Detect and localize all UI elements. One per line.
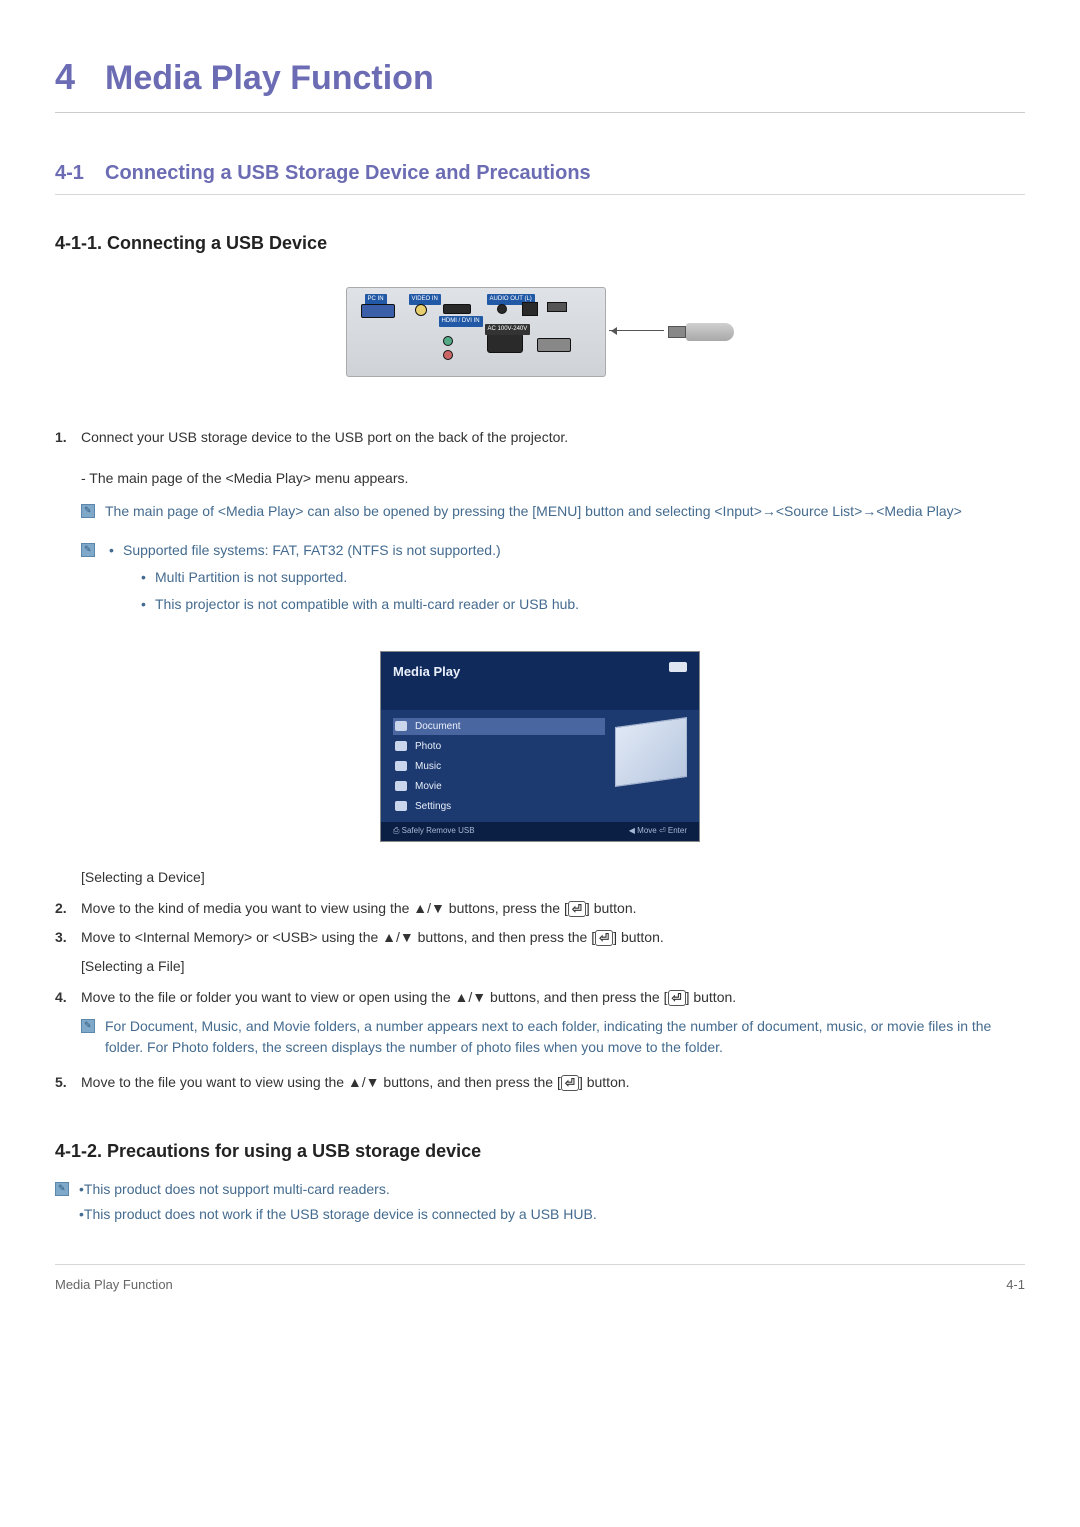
selecting-device-label: [Selecting a Device] xyxy=(55,867,1025,888)
section-title: Connecting a USB Storage Device and Prec… xyxy=(105,158,591,188)
step-5-text-pre: Move to the file you want to view using … xyxy=(81,1074,561,1090)
subsection-4-1-2-title: 4-1-2. Precautions for using a USB stora… xyxy=(55,1138,1025,1165)
note-icon xyxy=(55,1182,69,1196)
enter-button-icon: ⏎ xyxy=(595,930,613,946)
step-2-text-pre: Move to the kind of media you want to vi… xyxy=(81,900,568,916)
step-3: 3. Move to <Internal Memory> or <USB> us… xyxy=(55,927,1025,948)
usb-drive-illustration xyxy=(664,321,734,343)
label-hdmi: HDMI / DVI IN xyxy=(439,316,483,327)
movie-icon xyxy=(395,781,407,791)
step-1-text: Connect your USB storage device to the U… xyxy=(81,427,1025,448)
step-4-text-post: ] button. xyxy=(686,989,737,1005)
port-rs232 xyxy=(537,338,571,352)
port-comp2 xyxy=(443,350,453,360)
mediaplay-item-music: Music xyxy=(393,758,605,775)
note-file-systems: Supported file systems: FAT, FAT32 (NTFS… xyxy=(55,540,1025,621)
photo-icon xyxy=(395,741,407,751)
step-1-number: 1. xyxy=(55,427,81,448)
note-icon xyxy=(81,543,95,557)
step-5-text-post: ] button. xyxy=(579,1074,630,1090)
footer-right: 4-1 xyxy=(1006,1275,1025,1295)
port-audio xyxy=(497,304,507,314)
step-4: 4. Move to the file or folder you want t… xyxy=(55,987,1025,1008)
port-pc-in xyxy=(361,304,395,318)
mediaplay-item-photo: Photo xyxy=(393,738,605,755)
mediaplay-footer-right: ◀ Move ⏎ Enter xyxy=(629,825,687,837)
step-1-subline: - The main page of the <Media Play> menu… xyxy=(55,468,1025,489)
step-5-number: 5. xyxy=(55,1072,81,1093)
note-menu-path-text: The main page of <Media Play> can also b… xyxy=(105,501,1025,522)
selecting-file-label: [Selecting a File] xyxy=(55,956,1025,977)
usb-indicator-icon xyxy=(669,662,687,672)
port-comp1 xyxy=(443,336,453,346)
enter-button-icon: ⏎ xyxy=(568,901,586,917)
step-2: 2. Move to the kind of media you want to… xyxy=(55,898,1025,919)
step-1: 1. Connect your USB storage device to th… xyxy=(55,427,1025,448)
mediaplay-item-document: Document xyxy=(393,718,605,735)
arrow-icon xyxy=(609,330,664,331)
step-3-number: 3. xyxy=(55,927,81,948)
port-hdmi xyxy=(443,304,471,314)
step-4-text-pre: Move to the file or folder you want to v… xyxy=(81,989,668,1005)
footer-left: Media Play Function xyxy=(55,1275,173,1295)
port-power xyxy=(487,333,523,353)
step-4-number: 4. xyxy=(55,987,81,1008)
step-2-number: 2. xyxy=(55,898,81,919)
step-3-text-post: ] button. xyxy=(613,929,664,945)
label-video-in: VIDEO IN xyxy=(409,294,441,305)
note-folder-counts-text: For Document, Music, and Movie folders, … xyxy=(105,1016,1025,1058)
mediaplay-item-settings: Settings xyxy=(393,798,605,815)
section-number: 4-1 xyxy=(55,158,105,188)
projector-rear-panel: PC IN VIDEO IN HDMI / DVI IN AUDIO OUT (… xyxy=(346,287,606,377)
mediaplay-menu-list: Document Photo Music Movie Settings xyxy=(393,718,605,818)
usb-plug xyxy=(668,326,686,338)
mediaplay-preview-thumb xyxy=(615,716,687,786)
port-usb xyxy=(547,302,567,312)
enter-button-icon: ⏎ xyxy=(561,1075,579,1091)
note-folder-counts: For Document, Music, and Movie folders, … xyxy=(55,1016,1025,1058)
port-lan xyxy=(522,302,538,316)
enter-button-icon: ⏎ xyxy=(668,990,686,1006)
page-footer: Media Play Function 4-1 xyxy=(55,1264,1025,1295)
mediaplay-title: Media Play xyxy=(393,662,460,682)
note-menu-path: The main page of <Media Play> can also b… xyxy=(55,501,1025,522)
note-fs-supported: Supported file systems: FAT, FAT32 (NTFS… xyxy=(105,540,1025,615)
step-5: 5. Move to the file you want to view usi… xyxy=(55,1072,1025,1093)
usb-body xyxy=(686,323,734,341)
note-fs-partition: Multi Partition is not supported. xyxy=(137,567,1025,588)
document-icon xyxy=(395,721,407,731)
port-video-in xyxy=(415,304,427,316)
precautions-note: •This product does not support multi-car… xyxy=(55,1179,1025,1229)
chapter-title: Media Play Function xyxy=(105,53,434,104)
step-3-text-pre: Move to <Internal Memory> or <USB> using… xyxy=(81,929,595,945)
media-play-screenshot: Media Play Document Photo Music Movie Se… xyxy=(55,651,1025,842)
precaution-line-1: •This product does not support multi-car… xyxy=(79,1179,1025,1200)
section-header-4-1: 4-1 Connecting a USB Storage Device and … xyxy=(55,158,1025,195)
label-power: AC 100V-240V xyxy=(485,324,531,335)
note-icon xyxy=(81,1019,95,1033)
subsection-4-1-1-title: 4-1-1. Connecting a USB Device xyxy=(55,230,1025,257)
precaution-line-2: •This product does not work if the USB s… xyxy=(79,1204,1025,1225)
chapter-header: 4 Media Play Function xyxy=(55,50,1025,113)
chapter-number: 4 xyxy=(55,50,105,104)
step-2-text-post: ] button. xyxy=(586,900,637,916)
music-icon xyxy=(395,761,407,771)
mediaplay-footer-left: ⎙ Safely Remove USB xyxy=(393,825,475,837)
note-fs-hub: This projector is not compatible with a … xyxy=(137,594,1025,615)
settings-icon xyxy=(395,801,407,811)
connection-diagram: PC IN VIDEO IN HDMI / DVI IN AUDIO OUT (… xyxy=(55,287,1025,377)
note-icon xyxy=(81,504,95,518)
mediaplay-item-movie: Movie xyxy=(393,778,605,795)
